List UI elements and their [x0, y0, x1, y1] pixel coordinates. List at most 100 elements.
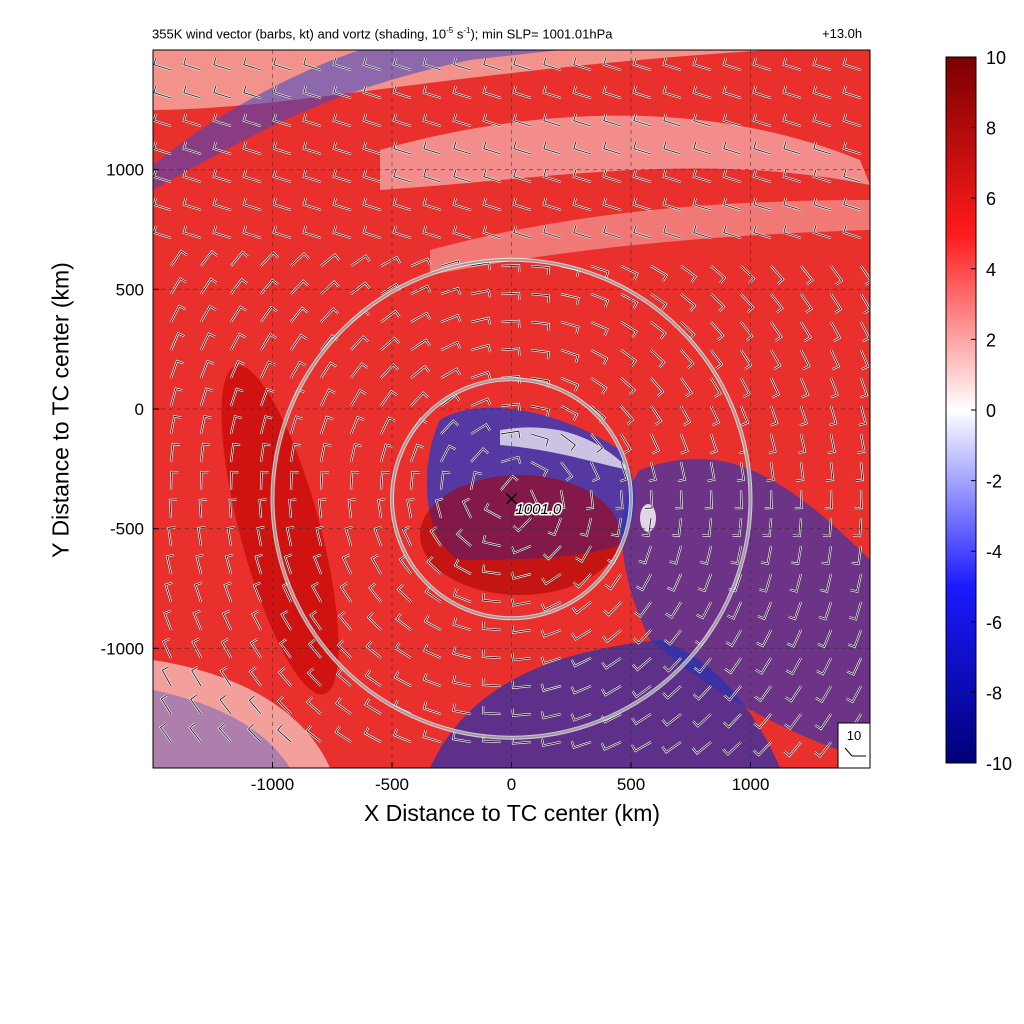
- wind-barb: [453, 85, 472, 99]
- wind-barb: [200, 388, 213, 407]
- wind-barb: [306, 725, 322, 743]
- wind-barb: [225, 554, 234, 575]
- wind-barb: [410, 392, 429, 407]
- wind-barb: [350, 471, 359, 491]
- wind-barb: [350, 255, 371, 267]
- wind-barb: [166, 554, 175, 575]
- wind-barb: [530, 433, 549, 447]
- wind-barb: [572, 601, 592, 614]
- wind-barb: [153, 113, 172, 127]
- wind-barb: [500, 475, 519, 491]
- wind-barb: [482, 621, 502, 631]
- wind-barb: [665, 601, 682, 618]
- wind-barb: [348, 498, 356, 519]
- wind-barb: [819, 573, 832, 593]
- wind-barb: [500, 292, 520, 301]
- wind-barb: [800, 293, 813, 314]
- wind-barb: [219, 695, 232, 715]
- wind-barb: [766, 461, 775, 482]
- wind-barb: [243, 225, 262, 239]
- wind-barb: [290, 334, 308, 351]
- wind-barb: [440, 420, 459, 435]
- wind-barb: [423, 57, 442, 71]
- wind-barb: [470, 344, 491, 353]
- wind-barb: [560, 349, 579, 363]
- wind-barb: [394, 671, 412, 687]
- wind-barb: [340, 582, 352, 603]
- wind-barb: [277, 724, 292, 743]
- wind-barb: [423, 85, 442, 99]
- wind-barb: [789, 573, 802, 592]
- wind-barb: [273, 113, 292, 127]
- wind-barb: [770, 321, 782, 342]
- wind-barb: [453, 113, 472, 127]
- wind-barb: [513, 517, 532, 532]
- wind-barb: [740, 377, 750, 398]
- wind-barb: [363, 113, 382, 127]
- wind-barb: [797, 433, 806, 454]
- wind-barb: [663, 169, 682, 183]
- wind-barb: [336, 668, 352, 687]
- wind-barb: [693, 225, 712, 239]
- wind-barb: [284, 554, 292, 575]
- wind-barb: [846, 657, 862, 675]
- wind-barb: [602, 629, 622, 643]
- wind-barb: [410, 285, 431, 295]
- wind-barb: [851, 545, 862, 565]
- wind-barb: [286, 526, 295, 547]
- wind-barb: [723, 85, 742, 99]
- wind-barb: [333, 169, 352, 183]
- wind-barb: [364, 698, 382, 715]
- wind-barb: [800, 377, 809, 398]
- wind-barb: [847, 629, 862, 648]
- wind-barb: [843, 197, 862, 211]
- wind-barb: [796, 461, 804, 482]
- wind-barb: [218, 723, 232, 743]
- wind-barb: [620, 265, 638, 281]
- wind-barb: [453, 141, 472, 155]
- wind-barb: [313, 554, 322, 575]
- wind-barb: [543, 57, 562, 71]
- wind-barb: [363, 57, 382, 71]
- wind-barb: [725, 629, 742, 647]
- wind-barb: [423, 225, 442, 239]
- eastern-small-feature: [640, 504, 656, 532]
- wind-barb: [740, 265, 755, 284]
- reference-barb-box: [837, 722, 871, 769]
- wind-barb: [440, 368, 461, 379]
- wind-barb: [333, 57, 352, 71]
- wind-barb: [753, 197, 772, 211]
- wind-barb: [170, 388, 183, 407]
- wind-barb: [663, 141, 682, 155]
- wind-barb: [511, 571, 532, 580]
- wind-barb: [273, 197, 292, 211]
- wind-barb: [470, 289, 491, 298]
- wind-barb: [650, 265, 668, 282]
- wind-barb: [543, 85, 562, 99]
- wind-barb: [822, 517, 832, 537]
- wind-barb: [197, 526, 206, 547]
- wind-barb: [693, 685, 712, 700]
- wind-barb: [337, 639, 352, 659]
- wind-barb: [783, 225, 802, 239]
- y-tick-label: 500: [116, 280, 144, 299]
- wind-barb: [603, 113, 622, 127]
- wind-barb: [303, 197, 322, 211]
- wind-barb: [855, 461, 864, 482]
- wind-barb: [680, 377, 693, 398]
- wind-barb: [693, 169, 712, 183]
- wind-barb: [393, 113, 412, 127]
- wind-barb: [513, 85, 532, 99]
- wind-barb: [423, 672, 442, 687]
- wind-barb: [513, 141, 532, 155]
- wind-barb: [699, 545, 712, 565]
- wind-barb: [603, 169, 622, 183]
- core-white-arc: [500, 427, 630, 470]
- wind-barb: [255, 554, 263, 575]
- wind-barb: [456, 528, 472, 547]
- wind-barb: [335, 725, 352, 743]
- wind-barb: [303, 169, 322, 183]
- range-ring: [271, 258, 752, 739]
- wind-barb: [306, 696, 322, 715]
- wind-barb: [277, 695, 292, 715]
